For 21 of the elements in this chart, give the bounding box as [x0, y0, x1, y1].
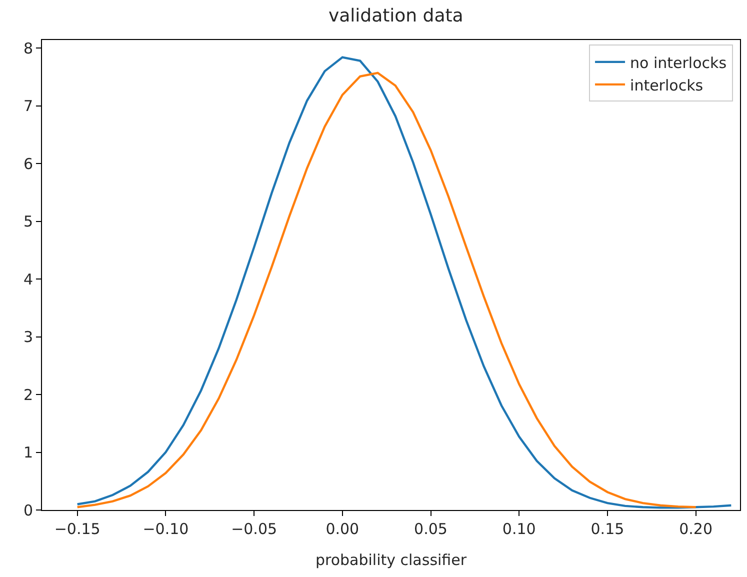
y-tick-label: 8 [23, 39, 33, 58]
y-tick-label: 6 [23, 154, 33, 173]
y-tick-label: 2 [23, 386, 33, 404]
y-tick-label: 3 [23, 328, 33, 346]
x-tick-label: 0.00 [326, 520, 360, 538]
x-tick-label: 0.15 [590, 520, 624, 538]
legend-label: no interlocks [630, 54, 727, 72]
y-tick-label: 5 [23, 212, 33, 231]
y-tick-label: 7 [23, 97, 33, 116]
y-tick-label: 0 [23, 501, 33, 520]
legend-label: interlocks [630, 76, 704, 94]
x-tick-label: −0.05 [231, 520, 278, 538]
x-axis-title: probability classifier [315, 551, 468, 569]
y-tick-label: 1 [23, 444, 33, 462]
x-tick-label: 0.10 [502, 520, 536, 538]
y-tick-label: 4 [23, 270, 33, 288]
x-tick-label: −0.10 [142, 520, 189, 538]
chart-title: validation data [328, 5, 464, 26]
x-tick-label: 0.20 [679, 520, 713, 538]
x-tick-label: −0.15 [54, 520, 100, 538]
x-tick-label: 0.05 [414, 520, 448, 538]
